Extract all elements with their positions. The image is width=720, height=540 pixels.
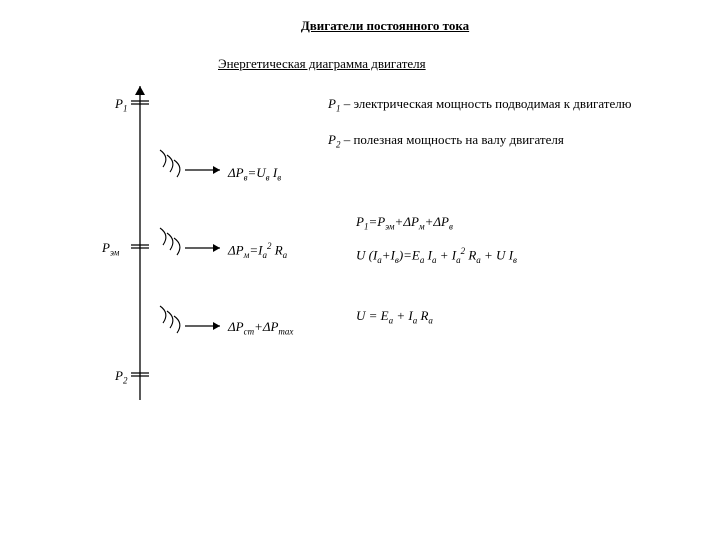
sym: P [115, 96, 123, 111]
sub: эм [110, 248, 119, 258]
energy-diagram-svg [0, 0, 720, 540]
lead: P [328, 96, 336, 111]
rest: – электрическая мощность подводимая к дв… [340, 96, 631, 111]
sym: P [115, 368, 123, 383]
loss-label-dpst: ΔPcm+ΔPmax [228, 319, 293, 337]
axis-label-pem: Pэм [102, 240, 119, 258]
equation-p1-sum: P1=Pэм+ΔPм+ΔPв [356, 214, 453, 232]
definition-p1: P1 – электрическая мощность подводимая к… [328, 96, 631, 114]
equation-power-balance: U (Iа+Iв)=Eа Iа + Iа2 Rа + U Iв [356, 246, 517, 265]
page-title: Двигатели постоянного тока [275, 18, 495, 34]
definition-p2: P2 – полезная мощность на валу двигателя [328, 132, 564, 150]
axis-label-p2: P2 [115, 368, 127, 386]
sub: 2 [123, 376, 128, 386]
sym: P [102, 240, 110, 255]
lead: P [328, 132, 336, 147]
page: Двигатели постоянного тока Энергетическа… [0, 0, 720, 540]
sub: 1 [123, 104, 128, 114]
rest: – полезная мощность на валу двигателя [340, 132, 563, 147]
page-subtitle: Энергетическая диаграмма двигателя [218, 56, 426, 72]
loss-label-dpm: ΔPм=Iа2 Rа [228, 241, 287, 260]
loss-label-dpv: ΔPв=Uв Iв [228, 165, 281, 183]
axis-label-p1: P1 [115, 96, 127, 114]
equation-voltage: U = Eа + Iа Rа [356, 308, 433, 326]
